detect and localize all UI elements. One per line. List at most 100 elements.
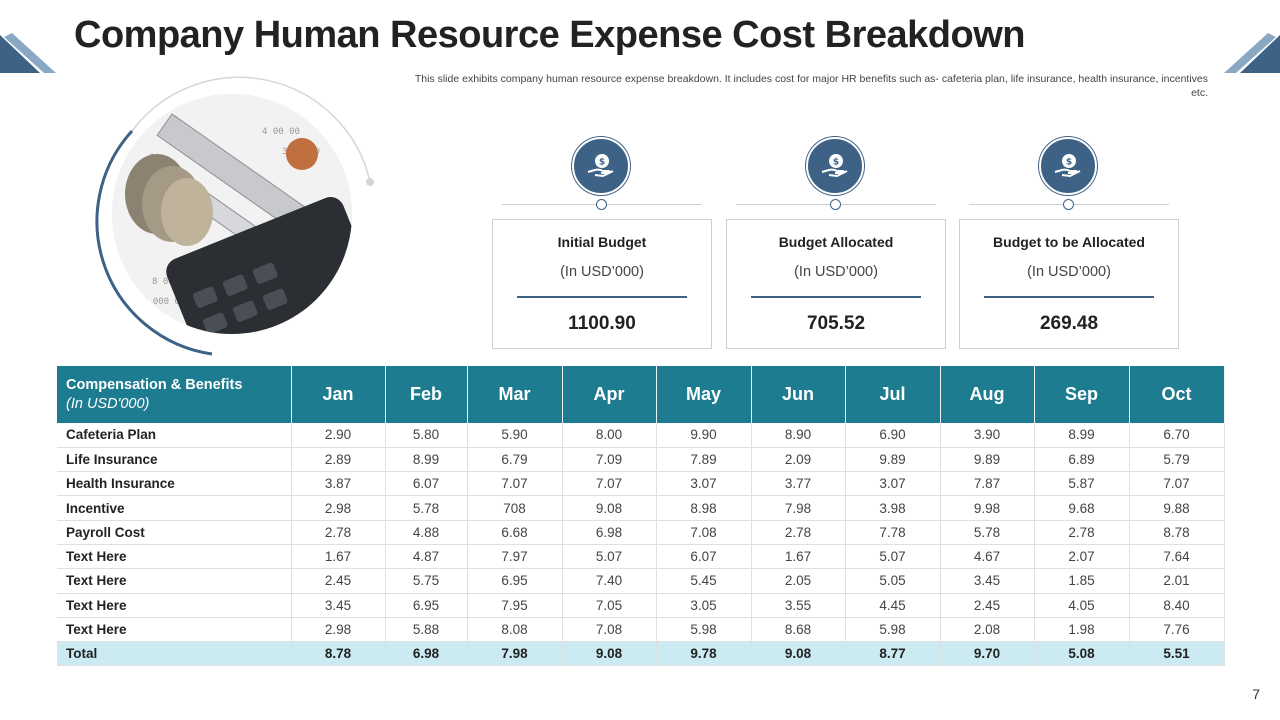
svg-text:4 00 00: 4 00 00 [262,127,300,137]
table-cell: 2.78 [751,520,846,545]
table-cell: 3.98 [845,495,941,521]
page-subtitle: This slide exhibits company human resour… [414,73,1208,99]
table-cell: 4.05 [1034,593,1130,618]
page-number: 7 [1252,686,1260,702]
money-bag-hand-icon: $ [572,137,630,195]
header-month: Jul [845,366,941,423]
card-unit: (In USD’000) [1027,264,1111,280]
table-cell: 2.98 [291,617,386,643]
table-row: Life Insurance 2.89 8.99 6.79 7.09 7.89 2.09 9.… [57,447,1225,473]
table-cell: 7.98 [751,495,846,521]
table-cell: 5.87 [1034,471,1130,497]
table-cell: 8.00 [562,423,657,448]
table-cell: 9.78 [656,641,752,667]
table-cell: 7.08 [656,520,752,545]
table-cell: 6.07 [385,471,468,497]
header-unit: (In USD'000) [66,395,150,412]
table-cell: 7.98 [467,641,563,667]
table-total-row: Total 8.78 6.98 7.98 9.08 9.78 9.08 8.77 9.70 5.0… [57,641,1225,667]
corner-decoration-right [1224,33,1280,73]
budget-card-to-be-allocated: $ Budget to be Allocated (In USD’000) 26… [957,135,1179,350]
header-month: Sep [1034,366,1130,423]
card-divider [751,296,921,298]
corner-decoration-left [0,33,56,73]
table-cell: 4.67 [940,544,1035,570]
table-cell: 5.78 [385,495,468,521]
svg-text:$: $ [599,158,605,168]
row-label: Health Insurance [57,471,292,497]
svg-text:$: $ [833,158,839,168]
table-row: Health Insurance 3.87 6.07 7.07 7.07 3.07 3.77… [57,471,1225,497]
table-cell: 3.45 [940,568,1035,594]
header-month: Jun [751,366,846,423]
header-month: Jan [291,366,386,423]
table-cell: 3.07 [845,471,941,497]
table-cell: 7.40 [562,568,657,594]
connector-dot [1063,199,1074,210]
table-cell: 9.89 [940,447,1035,473]
card-value: 1100.90 [568,313,636,334]
table-cell: 2.98 [291,495,386,521]
row-label: Text Here [57,617,292,643]
table-cell: 8.98 [656,495,752,521]
table-cell: 6.90 [845,423,941,448]
table-cell: 2.89 [291,447,386,473]
table-cell: 9.88 [1129,495,1225,521]
table-cell: 7.07 [562,471,657,497]
table-cell: 5.05 [845,568,941,594]
table-cell: 8.77 [845,641,941,667]
row-label: Text Here [57,568,292,594]
budget-cards: $ Initial Budget (In USD’000) 1100.90 $ … [490,135,1190,355]
card-label: Budget to be Allocated [993,234,1145,250]
table-cell: 5.98 [656,617,752,643]
header-label: Compensation & Benefits [66,376,243,393]
connector-dot [596,199,607,210]
table-cell: 7.09 [562,447,657,473]
money-bag-hand-icon: $ [1039,137,1097,195]
card-divider [984,296,1154,298]
budget-card-box: Initial Budget (In USD’000) 1100.90 [492,219,712,349]
table-cell: 3.55 [751,593,846,618]
header-month: Feb [385,366,468,423]
table-cell: 7.89 [656,447,752,473]
decorative-arc [95,76,374,356]
row-label: Payroll Cost [57,520,292,545]
table-cell: 7.97 [467,544,563,570]
table-cell: 2.45 [291,568,386,594]
page-title: Company Human Resource Expense Cost Brea… [74,14,1025,56]
table-cell: 9.68 [1034,495,1130,521]
card-value: 705.52 [806,313,866,334]
table-cell: 3.05 [656,593,752,618]
table-cell: 8.90 [751,423,846,448]
table-row: Text Here 3.45 6.95 7.95 7.05 3.05 3.55 4.45 2.4… [57,593,1225,618]
table-cell: 3.87 [291,471,386,497]
table-cell: 6.98 [562,520,657,545]
table-cell: 1.67 [751,544,846,570]
table-cell: 2.01 [1129,568,1225,594]
table-cell: 5.78 [940,520,1035,545]
table-cell: 7.87 [940,471,1035,497]
table-cell: 9.08 [562,641,657,667]
money-bag-hand-icon: $ [806,137,864,195]
expense-table: Compensation & Benefits (In USD'000) Jan… [57,366,1225,667]
table-cell: 8.08 [467,617,563,643]
card-value: 269.48 [1039,313,1099,334]
header-month: Oct [1129,366,1225,423]
table-cell: 6.89 [1034,447,1130,473]
calipers-calculator-photo: 8 000 00 7 000 00 4 00 00 3 00 00 [112,94,352,334]
connector-dot [830,199,841,210]
table-cell: 6.95 [467,568,563,594]
budget-card-box: Budget to be Allocated (In USD’000) 269.… [959,219,1179,349]
table-cell: 2.09 [751,447,846,473]
table-cell: 9.89 [845,447,941,473]
table-cell: 9.98 [940,495,1035,521]
table-cell: 708 [467,495,563,521]
table-cell: 5.90 [467,423,563,448]
table-cell: 4.45 [845,593,941,618]
table-cell: 8.99 [385,447,468,473]
table-cell: 8.40 [1129,593,1225,618]
table-cell: 2.45 [940,593,1035,618]
table-row: Incentive 2.98 5.78 708 9.08 8.98 7.98 3.98 9.98… [57,495,1225,521]
table-cell: 7.64 [1129,544,1225,570]
svg-text:7 000 00: 7 000 00 [142,297,185,307]
